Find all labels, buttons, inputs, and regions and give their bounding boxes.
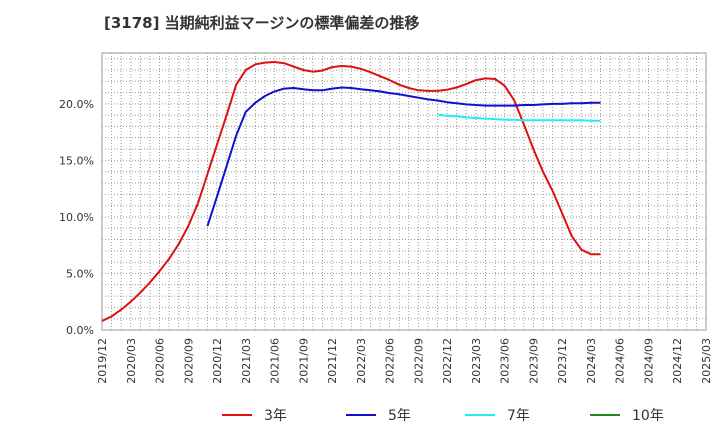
legend-label-2: 7年 (507, 408, 530, 424)
legend-label-0: 3年 (264, 408, 287, 424)
x-tick-label: 2023/06 (499, 338, 512, 384)
legend: 3年 5年 7年 10年 (222, 408, 664, 424)
x-tick-label: 2020/09 (182, 338, 195, 384)
chart-title: [3178] 当期純利益マージンの標準偏差の推移 (104, 14, 420, 32)
x-tick-label: 2025/03 (700, 338, 713, 384)
y-tick-label: 5.0% (66, 267, 94, 280)
x-tick-label: 2020/12 (211, 338, 224, 384)
x-tick-label: 2021/12 (326, 338, 339, 384)
x-tick-label: 2024/12 (671, 338, 684, 384)
x-tick-label: 2023/12 (556, 338, 569, 384)
x-tick-label: 2019/12 (96, 338, 109, 384)
y-tick-label: 10.0% (59, 211, 94, 224)
x-tick-label: 2022/06 (384, 338, 397, 384)
x-tick-label: 2021/03 (240, 338, 253, 384)
x-tick-label: 2023/09 (527, 338, 540, 384)
x-tick-label: 2022/03 (355, 338, 368, 384)
grid-lines (102, 53, 706, 330)
series-lines (101, 61, 601, 322)
plot-area-border (101, 52, 707, 331)
y-tick-label: 0.0% (66, 324, 94, 337)
series-line-1 (206, 86, 601, 227)
x-tick-label: 2021/06 (269, 338, 282, 384)
y-tick-label: 15.0% (59, 154, 94, 167)
x-tick-label: 2024/03 (585, 338, 598, 384)
legend-label-1: 5年 (388, 408, 411, 424)
y-axis-ticks: 0.0% 5.0% 10.0% 15.0% 20.0% (59, 98, 94, 337)
x-tick-label: 2023/03 (470, 338, 483, 384)
x-tick-label: 2020/03 (125, 338, 138, 384)
series-line-0 (101, 61, 601, 322)
x-tick-label: 2022/09 (412, 338, 425, 384)
x-tick-label: 2024/09 (642, 338, 655, 384)
series-line-2 (437, 113, 601, 122)
x-tick-label: 2021/09 (297, 338, 310, 384)
x-tick-label: 2024/06 (614, 338, 627, 384)
x-axis-ticks: 2019/12 2020/03 2020/06 2020/09 2020/12 2021/… (96, 338, 713, 384)
x-tick-label: 2020/06 (154, 338, 167, 384)
legend-label-3: 10年 (632, 408, 664, 424)
y-tick-label: 20.0% (59, 98, 94, 111)
x-tick-label: 2022/12 (441, 338, 454, 384)
